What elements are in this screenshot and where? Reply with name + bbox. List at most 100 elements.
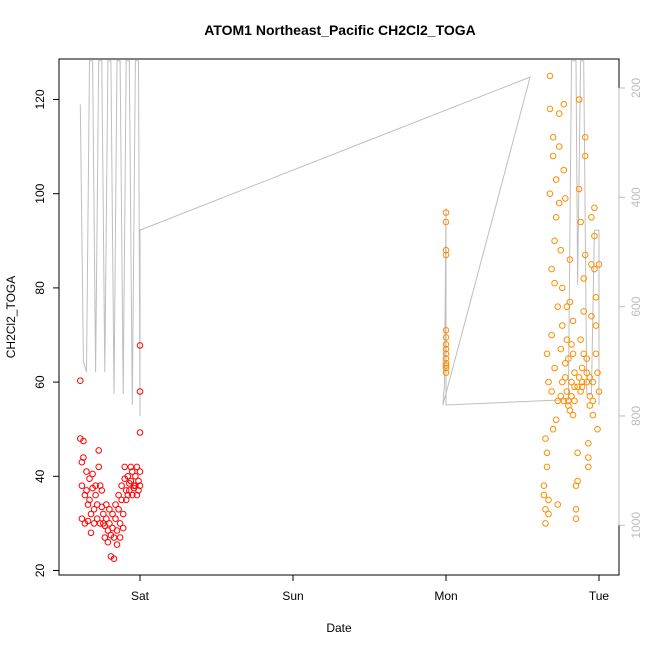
y-right-tick-label: 600 [629, 296, 643, 316]
data-point-series-2 [548, 331, 555, 339]
data-point-series-2 [581, 251, 589, 259]
data-point-series-2 [571, 369, 578, 377]
data-point-series-2 [592, 350, 600, 358]
data-point-series-2 [442, 209, 450, 216]
data-point-series-1 [112, 501, 119, 508]
y-tick-label: 20 [33, 564, 47, 578]
data-point-series-2 [583, 355, 591, 362]
data-point-series-2 [545, 378, 552, 386]
data-point-series-2 [563, 388, 571, 395]
data-point-series-2 [542, 520, 549, 527]
data-point-series-2 [563, 303, 571, 311]
data-point-series-2 [557, 345, 565, 353]
data-point-series-1 [90, 520, 98, 527]
data-point-series-1 [115, 491, 122, 499]
data-point-series-2 [586, 374, 594, 381]
data-point-series-2 [592, 294, 600, 301]
data-point-series-2 [585, 440, 592, 447]
data-point-series-2 [540, 482, 548, 490]
x-tick-label: Sun [282, 589, 303, 603]
data-point-series-2 [578, 364, 586, 372]
data-point-series-1 [101, 534, 109, 541]
data-point-series-2 [585, 463, 592, 471]
data-point-series-1 [80, 437, 87, 445]
x-axis-label: Date [326, 621, 352, 635]
data-point-series-2 [575, 96, 583, 103]
data-point-series-1 [87, 529, 95, 537]
data-point-series-2 [577, 336, 584, 344]
data-point-series-1 [92, 491, 99, 499]
chart-title: ATOM1 Northeast_Pacific CH2Cl2_TOGA [204, 22, 476, 38]
data-point-series-1 [83, 487, 90, 494]
data-point-series-1 [116, 520, 124, 527]
data-point-series-1 [124, 491, 132, 499]
data-point-series-2 [546, 190, 554, 197]
data-point-series-2 [549, 425, 557, 433]
points-layer [77, 72, 603, 563]
data-point-series-2 [542, 435, 549, 442]
data-point-series-2 [571, 383, 578, 391]
y-axis: 20 40 60 80 100 120 [33, 89, 60, 578]
data-point-series-2 [588, 261, 595, 268]
data-point-series-2 [569, 350, 577, 358]
data-point-series-2 [442, 355, 450, 362]
y-tick-label: 80 [33, 281, 47, 295]
y-right-axis: 200 400 600 800 1000 [618, 78, 643, 539]
data-point-series-2 [580, 308, 588, 315]
y-right-tick-label: 800 [629, 406, 643, 426]
data-point-series-2 [589, 397, 597, 405]
data-point-series-2 [546, 72, 554, 80]
y-tick-label: 120 [33, 89, 47, 109]
data-point-series-2 [551, 237, 558, 245]
data-point-series-1 [95, 447, 102, 454]
x-tick-label: Tue [589, 589, 610, 603]
data-point-series-2 [552, 176, 560, 183]
data-point-series-2 [568, 341, 575, 348]
data-point-series-2 [555, 110, 563, 117]
data-point-series-2 [542, 506, 549, 513]
data-point-series-1 [98, 487, 106, 494]
data-point-series-1 [113, 527, 121, 534]
data-point-series-1 [110, 555, 118, 563]
data-point-series-2 [442, 369, 450, 377]
data-point-series-1 [92, 482, 99, 490]
data-point-series-1 [119, 510, 127, 518]
data-point-series-2 [559, 378, 566, 386]
data-point-series-2 [588, 214, 595, 221]
data-point-series-2 [551, 364, 558, 372]
data-point-series-1 [78, 515, 86, 523]
data-point-series-1 [80, 454, 87, 461]
data-point-series-1 [89, 470, 96, 478]
data-point-series-1 [129, 468, 136, 475]
data-point-series-2 [569, 317, 577, 325]
pressure-line [79, 60, 600, 417]
pressure-line-layer [79, 60, 600, 417]
data-point-series-1 [132, 473, 139, 480]
data-point-series-2 [442, 362, 450, 369]
data-point-series-2 [595, 388, 603, 395]
data-point-series-1 [135, 477, 142, 485]
data-point-series-2 [545, 496, 552, 504]
data-point-series-2 [592, 322, 600, 329]
y-axis-label: CH2Cl2_TOGA [4, 276, 18, 358]
data-point-series-2 [559, 322, 566, 329]
x-tick-label: Sat [131, 589, 150, 603]
data-point-series-2 [588, 312, 595, 320]
data-point-series-2 [549, 133, 557, 141]
data-point-series-1 [87, 510, 95, 518]
data-point-series-2 [557, 392, 565, 400]
data-point-series-2 [543, 449, 551, 457]
data-point-series-2 [591, 204, 598, 212]
data-point-series-2 [571, 397, 578, 405]
data-point-series-2 [594, 425, 601, 433]
data-point-series-1 [100, 510, 107, 518]
data-point-series-2 [442, 327, 450, 334]
data-point-series-1 [90, 506, 98, 513]
data-point-series-2 [546, 105, 554, 113]
data-point-series-2 [594, 369, 601, 377]
data-point-series-2 [568, 392, 575, 400]
data-point-series-2 [543, 463, 551, 471]
data-point-series-2 [560, 166, 568, 174]
data-point-series-1 [95, 463, 102, 471]
data-point-series-2 [574, 477, 581, 485]
